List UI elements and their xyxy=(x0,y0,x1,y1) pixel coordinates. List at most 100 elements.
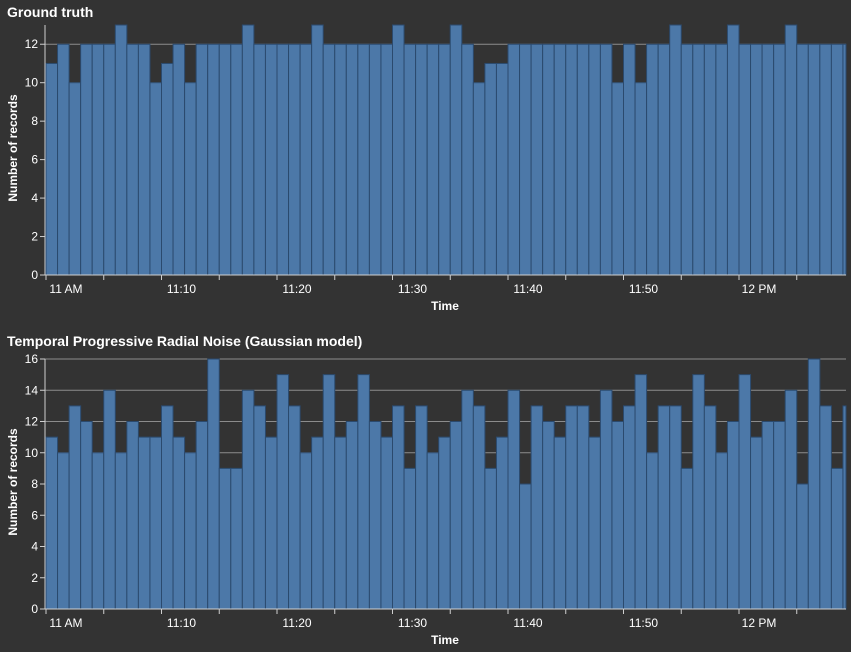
y-tick-label: 14 xyxy=(25,383,39,397)
y-tick-label: 8 xyxy=(31,114,38,128)
bar xyxy=(91,43,105,276)
bar xyxy=(484,467,497,610)
bar xyxy=(172,436,186,610)
bar xyxy=(357,43,370,276)
bar xyxy=(507,43,521,276)
bar xyxy=(288,43,301,276)
bar xyxy=(415,405,428,610)
bar xyxy=(750,436,763,610)
noise-model-chart: Temporal Progressive Radial Noise (Gauss… xyxy=(6,333,847,647)
x-tick-label: 11:20 xyxy=(282,282,311,296)
bar xyxy=(184,82,197,276)
y-tick-label: 10 xyxy=(25,446,39,460)
bar xyxy=(91,452,105,610)
y-tick-label: 16 xyxy=(25,352,39,366)
bar xyxy=(530,405,544,610)
bar xyxy=(703,43,717,276)
bar xyxy=(796,43,809,276)
bar xyxy=(438,43,451,276)
y-tick-label: 6 xyxy=(31,153,38,167)
bar xyxy=(68,82,82,276)
bar xyxy=(311,436,324,610)
bar xyxy=(184,452,197,610)
bar xyxy=(484,62,497,276)
bar xyxy=(322,374,336,610)
bar xyxy=(599,43,613,276)
bar xyxy=(565,405,578,610)
bar xyxy=(345,43,359,276)
y-tick-label: 4 xyxy=(31,540,38,554)
bar xyxy=(657,43,671,276)
bar xyxy=(542,421,555,610)
bar xyxy=(726,24,740,276)
bar xyxy=(669,405,682,610)
bar xyxy=(692,374,705,610)
bar xyxy=(830,43,844,276)
bar xyxy=(241,389,255,610)
x-axis-label: Time xyxy=(431,633,459,647)
bar xyxy=(646,452,659,610)
y-tick-label: 2 xyxy=(31,230,38,244)
bar xyxy=(276,43,290,276)
chart-title: Ground truth xyxy=(7,4,93,20)
x-tick-label: 11:50 xyxy=(629,616,658,630)
bar xyxy=(45,62,59,276)
bar xyxy=(553,436,567,610)
bar xyxy=(57,43,70,276)
bar xyxy=(392,405,405,610)
y-axis-label: Number of records xyxy=(6,428,20,536)
bar xyxy=(726,421,740,610)
bar xyxy=(784,24,798,276)
bar xyxy=(438,436,451,610)
bar xyxy=(357,374,370,610)
bar xyxy=(530,43,544,276)
ground-truth-chart: Ground truth Time Number of records 0 2 4 6… xyxy=(6,4,847,313)
x-tick-label: 11:20 xyxy=(282,616,311,630)
bar xyxy=(288,405,301,610)
bar xyxy=(126,421,139,610)
bar xyxy=(461,43,474,276)
bar xyxy=(276,374,290,610)
bar xyxy=(830,467,844,610)
bar xyxy=(299,452,313,610)
bar xyxy=(576,405,590,610)
bar xyxy=(126,43,139,276)
bar xyxy=(149,436,162,610)
bar xyxy=(623,43,636,276)
bar xyxy=(750,43,763,276)
bar xyxy=(230,43,243,276)
bar xyxy=(103,43,116,276)
bar xyxy=(588,43,601,276)
bar xyxy=(380,436,394,610)
bar xyxy=(449,24,463,276)
bar xyxy=(368,421,382,610)
bar xyxy=(542,43,555,276)
bar xyxy=(322,43,336,276)
bar xyxy=(218,43,232,276)
bar xyxy=(403,467,417,610)
x-axis-label: Time xyxy=(431,299,459,313)
y-tick-label: 0 xyxy=(31,268,38,282)
x-tick-label: 11:40 xyxy=(513,282,542,296)
bar xyxy=(842,43,847,276)
bar xyxy=(380,43,394,276)
bar xyxy=(565,43,578,276)
bar xyxy=(715,452,728,610)
y-tick-label: 10 xyxy=(25,76,39,90)
bar xyxy=(334,436,347,610)
x-tick-label: 12 PM xyxy=(742,282,777,296)
bar xyxy=(392,24,405,276)
bar xyxy=(253,43,266,276)
bar xyxy=(368,43,382,276)
bar xyxy=(57,452,70,610)
bar xyxy=(172,43,186,276)
y-ticks: 0 2 4 6 8 10 12 14 16 xyxy=(25,352,39,616)
bar xyxy=(646,43,659,276)
bar xyxy=(819,43,832,276)
bar xyxy=(784,389,798,610)
bars xyxy=(45,358,847,610)
bar xyxy=(264,43,278,276)
y-tick-label: 0 xyxy=(31,602,38,616)
